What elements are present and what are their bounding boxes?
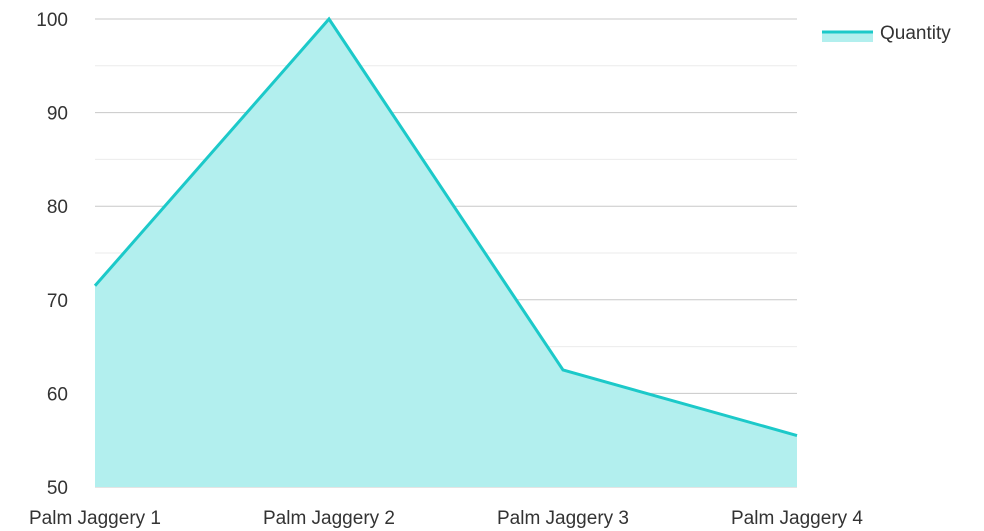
- series-line[interactable]: [93, 16, 798, 437]
- data-point-4[interactable]: [793, 432, 801, 440]
- x-tick-label: Palm Jaggery 1: [29, 508, 161, 529]
- y-tick-label: 90: [47, 104, 68, 125]
- x-tick-label: Palm Jaggery 2: [263, 508, 395, 529]
- data-point-2[interactable]: [325, 15, 333, 23]
- legend-label[interactable]: Quantity: [880, 23, 951, 44]
- y-tick-label: 80: [47, 197, 68, 218]
- x-tick-label: Palm Jaggery 3: [497, 508, 629, 529]
- y-axis: 50 60 70 80 90 100: [36, 10, 68, 499]
- y-tick-label: 70: [47, 291, 68, 312]
- series-area-fill: [95, 19, 797, 487]
- y-tick-label: 100: [36, 10, 68, 31]
- data-point-3[interactable]: [559, 366, 567, 374]
- y-tick-label: 50: [47, 478, 68, 499]
- y-tick-label: 60: [47, 384, 68, 405]
- x-tick-label: Palm Jaggery 4: [731, 508, 863, 529]
- plot-area: [91, 15, 801, 487]
- x-axis: Palm Jaggery 1 Palm Jaggery 2 Palm Jaggery…: [29, 508, 863, 529]
- legend[interactable]: Quantity: [822, 23, 951, 44]
- data-point-1[interactable]: [91, 282, 99, 290]
- legend-swatch-fill: [822, 32, 873, 42]
